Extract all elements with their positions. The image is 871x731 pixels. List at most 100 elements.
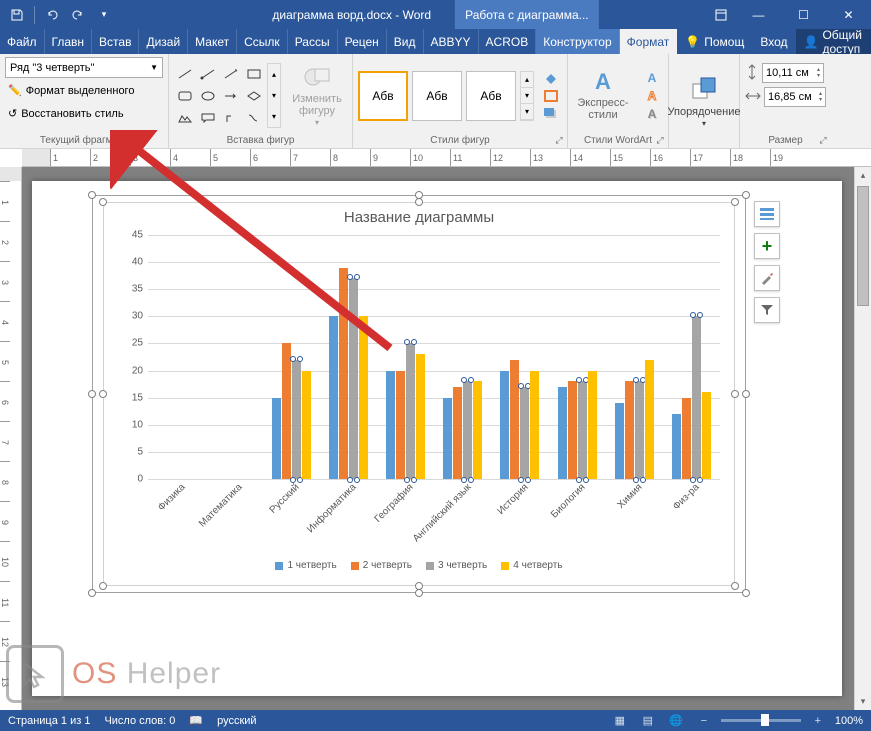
- plot-area[interactable]: 051015202530354045ФизикаМатематикаРусски…: [148, 235, 720, 479]
- bar[interactable]: [359, 316, 368, 479]
- bar[interactable]: [292, 360, 301, 479]
- chart-filters-button[interactable]: [754, 297, 780, 323]
- zoom-slider[interactable]: [721, 719, 801, 722]
- resize-handle[interactable]: [415, 589, 423, 597]
- shape-effects-button[interactable]: [540, 106, 562, 122]
- style-item[interactable]: Абв: [358, 71, 408, 121]
- resize-handle[interactable]: [99, 390, 107, 398]
- style-item[interactable]: Абв: [412, 71, 462, 121]
- text-fill-button[interactable]: A: [641, 70, 663, 86]
- horizontal-ruler[interactable]: 12345678910111213141516171819: [22, 149, 871, 167]
- resize-handle[interactable]: [742, 191, 750, 199]
- resize-handle[interactable]: [415, 582, 423, 590]
- chart-legend[interactable]: 1 четверть2 четверть3 четверть4 четверть: [104, 560, 734, 571]
- qat-customize-icon[interactable]: ▾: [93, 4, 115, 26]
- minimize-button[interactable]: —: [736, 0, 781, 29]
- text-outline-button[interactable]: A: [641, 88, 663, 104]
- bar[interactable]: [520, 387, 529, 479]
- spellcheck-icon[interactable]: 📖: [189, 714, 203, 727]
- resize-handle[interactable]: [88, 191, 96, 199]
- bar[interactable]: [396, 371, 405, 479]
- bar[interactable]: [588, 371, 597, 479]
- bar[interactable]: [302, 371, 311, 479]
- bar[interactable]: [443, 398, 452, 479]
- chart-styles-button[interactable]: [754, 265, 780, 291]
- bar[interactable]: [682, 398, 691, 479]
- chart-layout-button[interactable]: [754, 201, 780, 227]
- bar[interactable]: [386, 371, 395, 479]
- chart-element-selector[interactable]: Ряд "3 четверть"▼: [5, 57, 163, 78]
- tab-встав[interactable]: Встав: [92, 29, 139, 54]
- resize-handle[interactable]: [88, 390, 96, 398]
- style-more[interactable]: ▴▾▾: [520, 71, 534, 121]
- legend-item[interactable]: 4 четверть: [501, 560, 562, 571]
- tab-вид[interactable]: Вид: [387, 29, 424, 54]
- close-button[interactable]: ✕: [826, 0, 871, 29]
- bar[interactable]: [406, 343, 415, 479]
- vertical-ruler[interactable]: 12345678910111213: [0, 167, 22, 710]
- bar[interactable]: [702, 392, 711, 479]
- bar[interactable]: [282, 343, 291, 479]
- language-indicator[interactable]: русский: [217, 715, 256, 727]
- bar[interactable]: [339, 268, 348, 479]
- word-count[interactable]: Число слов: 0: [104, 715, 175, 727]
- chart-elements-button[interactable]: +: [754, 233, 780, 259]
- bar[interactable]: [692, 316, 701, 479]
- scroll-up-icon[interactable]: ▴: [855, 167, 871, 184]
- bar[interactable]: [416, 354, 425, 479]
- shape-style-gallery[interactable]: Абв Абв Абв ▴▾▾: [358, 71, 534, 121]
- reset-style-button[interactable]: ↺Восстановить стиль: [5, 103, 163, 124]
- bar[interactable]: [578, 381, 587, 479]
- tab-file[interactable]: Файл: [0, 29, 45, 54]
- resize-handle[interactable]: [742, 589, 750, 597]
- bar[interactable]: [349, 278, 358, 479]
- height-input[interactable]: 10,11 см▴▾: [762, 63, 824, 83]
- tell-me[interactable]: 💡Помощ: [677, 29, 752, 54]
- zoom-level[interactable]: 100%: [835, 715, 863, 727]
- bar[interactable]: [672, 414, 681, 479]
- zoom-in-button[interactable]: +: [807, 712, 829, 730]
- legend-item[interactable]: 3 четверть: [426, 560, 487, 571]
- bar[interactable]: [558, 387, 567, 479]
- shapes-more[interactable]: ▴▾▾: [267, 63, 281, 128]
- shape-fill-button[interactable]: [540, 70, 562, 86]
- resize-handle[interactable]: [415, 198, 423, 206]
- width-input[interactable]: 16,85 см▴▾: [764, 87, 826, 107]
- tab-конструктор[interactable]: Конструктор: [536, 29, 619, 54]
- tab-дизай[interactable]: Дизай: [139, 29, 188, 54]
- quick-styles-button[interactable]: A Экспресс-стили: [573, 68, 633, 122]
- shapes-gallery[interactable]: [174, 63, 265, 128]
- document-canvas[interactable]: Название диаграммы 051015202530354045Физ…: [22, 167, 854, 710]
- tab-abbyy[interactable]: ABBYY: [424, 29, 479, 54]
- bar[interactable]: [500, 371, 509, 479]
- print-layout-icon[interactable]: ▤: [637, 712, 659, 730]
- undo-icon[interactable]: [41, 4, 63, 26]
- redo-icon[interactable]: [67, 4, 89, 26]
- sign-in[interactable]: Вход: [752, 29, 795, 54]
- read-mode-icon[interactable]: ▦: [609, 712, 631, 730]
- tab-рецен[interactable]: Рецен: [338, 29, 387, 54]
- bar[interactable]: [568, 381, 577, 479]
- tab-ссылк[interactable]: Ссылк: [237, 29, 288, 54]
- tab-главн[interactable]: Главн: [45, 29, 93, 54]
- resize-handle[interactable]: [731, 198, 739, 206]
- arrange-button[interactable]: Упорядочение▾: [674, 72, 734, 131]
- chart-area[interactable]: Название диаграммы 051015202530354045Физ…: [103, 202, 735, 586]
- resize-handle[interactable]: [99, 198, 107, 206]
- chart-object[interactable]: Название диаграммы 051015202530354045Физ…: [92, 195, 746, 593]
- legend-item[interactable]: 2 четверть: [351, 560, 412, 571]
- resize-handle[interactable]: [88, 589, 96, 597]
- shape-outline-button[interactable]: [540, 88, 562, 104]
- tab-макет[interactable]: Макет: [188, 29, 237, 54]
- vertical-scrollbar[interactable]: ▴ ▾: [854, 167, 871, 710]
- style-item[interactable]: Абв: [466, 71, 516, 121]
- save-icon[interactable]: [6, 4, 28, 26]
- scroll-down-icon[interactable]: ▾: [855, 693, 871, 710]
- bar[interactable]: [510, 360, 519, 479]
- format-selection-button[interactable]: ✏️Формат выделенного: [5, 80, 163, 101]
- bar[interactable]: [329, 316, 338, 479]
- bar[interactable]: [463, 381, 472, 479]
- resize-handle[interactable]: [731, 390, 739, 398]
- page-indicator[interactable]: Страница 1 из 1: [8, 715, 90, 727]
- bar[interactable]: [473, 381, 482, 479]
